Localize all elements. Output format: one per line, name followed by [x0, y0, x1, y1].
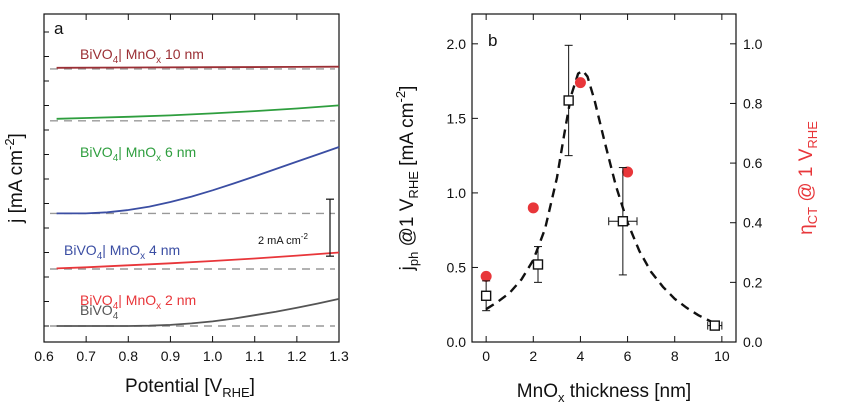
curve-line [56, 251, 340, 270]
y2-tick-label: 0.8 [743, 95, 763, 111]
jph-point [532, 246, 544, 283]
y2-tick-label: 0.4 [743, 215, 763, 231]
panel-a-curves [56, 65, 340, 327]
panel-b-letter: b [488, 31, 497, 50]
y-tick-label: 1.5 [447, 110, 467, 126]
x-tick-label: 0 [482, 348, 490, 364]
panel-b: b 0 2 4 6 8 10 0.0 0.5 1.0 1.5 2.0 0.0 0.2 0.4 0.6 0.8 1… [393, 13, 820, 405]
x-tick-label: 0.9 [161, 348, 181, 364]
y2-tick-label: 1.0 [743, 36, 763, 52]
eta-ct-point [574, 77, 586, 89]
jph-point [563, 44, 574, 157]
curve-line [56, 65, 340, 69]
jph-points [480, 44, 723, 331]
curve-label: BiVO4| MnOx 2 nm [80, 292, 196, 312]
x-tick-label: 1.1 [245, 348, 265, 364]
panel-b-axis-ticks: 0 2 4 6 8 10 0.0 0.5 1.0 1.5 2.0 0.0 0.2 0.4 0.6 0.8 1.0 [447, 14, 763, 364]
jph-point [707, 320, 723, 331]
x-tick-label: 10 [714, 348, 730, 364]
scale-bar-label: 2 mA cm-2 [258, 232, 308, 247]
curve-line [56, 298, 340, 327]
fit-curve [485, 69, 721, 327]
x-tick-label: 0.7 [76, 348, 96, 364]
jph-square-marker [709, 320, 720, 331]
x-tick-label: 1.0 [203, 348, 223, 364]
scale-bar: 2 mA cm-2 [258, 198, 334, 257]
curve-label: BiVO4| MnOx 10 nm [80, 46, 204, 66]
eta-ct-points [480, 77, 634, 282]
x-tick-label: 1.2 [287, 348, 307, 364]
x-tick-label: 8 [671, 348, 679, 364]
panel-a-y-axis-title: j [mA cm-2] [2, 133, 27, 224]
eta-ct-point [622, 166, 634, 178]
panel-a-baselines [50, 68, 335, 327]
jph-square-marker [563, 95, 574, 106]
panel-a-x-axis-title: Potential [VRHE] [125, 376, 255, 400]
jph-square-marker [532, 259, 544, 270]
jph-square-marker [617, 216, 629, 227]
panel-b-x-axis-title: MnOx thickness [nm] [517, 381, 691, 405]
panel-b-right-axis-title: ηCT @ 1 VRHE [796, 121, 820, 235]
y-tick-label: 2.0 [447, 36, 467, 52]
y2-tick-label: 0.2 [743, 274, 763, 290]
y-tick-label: 1.0 [447, 185, 467, 201]
panel-b-frame [471, 13, 737, 343]
y2-tick-label: 0.0 [743, 334, 763, 350]
panel-a-x-ticks: 0.6 0.7 0.8 0.9 1.0 1.1 1.2 1.3 [34, 14, 349, 364]
curve-line [56, 146, 340, 215]
x-tick-label: 0.6 [34, 348, 54, 364]
jph-square-marker [480, 290, 492, 301]
x-tick-label: 2 [529, 348, 537, 364]
x-tick-label: 0.8 [119, 348, 139, 364]
panel-a-frame [43, 13, 340, 343]
curve-line [56, 104, 340, 120]
y2-tick-label: 0.6 [743, 155, 763, 171]
curve-label: BiVO4 [80, 302, 119, 322]
x-tick-label: 6 [624, 348, 632, 364]
curve-label: BiVO4| MnOx 4 nm [64, 242, 180, 262]
eta-ct-point [527, 202, 539, 214]
eta-ct-point [480, 270, 492, 282]
jph-point [480, 280, 492, 312]
jph-point [608, 167, 638, 276]
x-tick-label: 4 [577, 348, 585, 364]
fit-curve-line [485, 69, 721, 327]
curve-label: BiVO4| MnOx 6 nm [80, 144, 196, 164]
panel-b-y-axis-title: jph @1 VRHE [mA cm-2] [393, 86, 421, 272]
panel-a-letter: a [54, 19, 64, 38]
y-tick-label: 0.0 [447, 334, 467, 350]
y-tick-label: 0.5 [447, 259, 467, 275]
x-tick-label: 1.3 [329, 348, 349, 364]
